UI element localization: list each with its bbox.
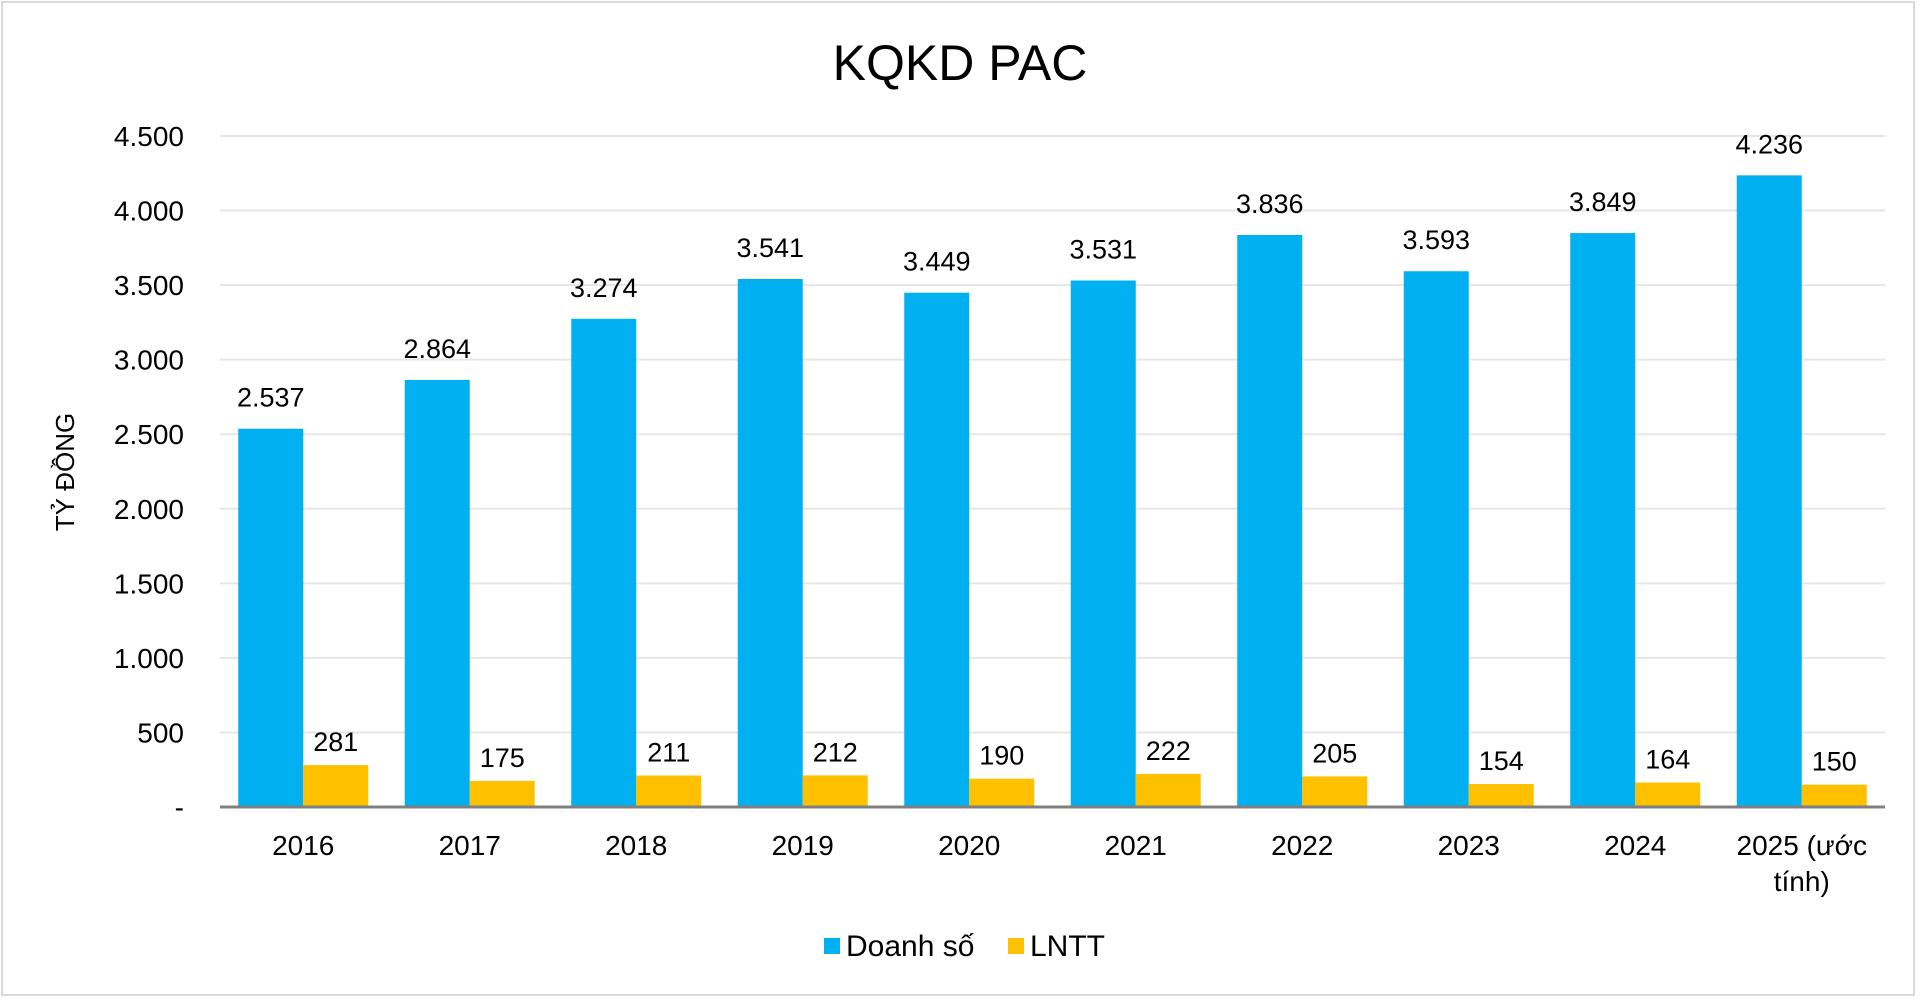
y-axis-label: TỶ ĐỒNG xyxy=(50,413,80,531)
x-tick-label: 2022 xyxy=(1271,830,1333,861)
data-label-doanh-so: 3.836 xyxy=(1236,189,1304,219)
bar-doanh-so xyxy=(1736,175,1802,807)
x-tick-label: 2020 xyxy=(938,830,1000,861)
data-label-doanh-so: 3.531 xyxy=(1069,234,1137,264)
data-label-doanh-so: 2.864 xyxy=(403,334,471,364)
bar-lntt xyxy=(1801,784,1867,807)
chart-title: KQKD PAC xyxy=(833,35,1088,91)
bar-doanh-so xyxy=(238,428,304,807)
y-tick-label: 1.000 xyxy=(114,643,184,674)
data-label-doanh-so: 4.236 xyxy=(1735,129,1803,159)
bar-lntt xyxy=(1135,773,1201,807)
bar-doanh-so xyxy=(404,379,470,807)
data-label-lntt: 164 xyxy=(1645,745,1690,775)
data-label-lntt: 222 xyxy=(1146,736,1191,766)
data-label-doanh-so: 3.541 xyxy=(736,233,804,263)
bar-lntt xyxy=(303,765,369,807)
bar-lntt xyxy=(1302,776,1368,807)
data-label-lntt: 190 xyxy=(979,741,1024,771)
y-tick-label: 2.500 xyxy=(114,419,184,450)
legend-lntt-label: LNTT xyxy=(1030,930,1105,963)
data-label-doanh-so: 3.449 xyxy=(903,247,971,277)
x-tick-label: 2017 xyxy=(439,830,501,861)
y-tick-label: 4.500 xyxy=(114,121,184,152)
y-tick-label: 500 xyxy=(137,717,184,748)
legend-doanh-so: Doanh số xyxy=(824,930,975,963)
data-labels: 2.537 281 2.864 175 3.274 211 3.541 212 3.449 190… xyxy=(237,129,1857,776)
data-label-lntt: 212 xyxy=(813,737,858,767)
data-label-lntt: 281 xyxy=(313,727,358,757)
legend-doanh-so-swatch xyxy=(824,938,840,954)
y-tick-label: 1.500 xyxy=(114,568,184,599)
bar-lntt xyxy=(469,780,535,807)
x-tick-label: 2023 xyxy=(1438,830,1500,861)
legend: Doanh số LNTT xyxy=(824,930,1105,963)
bar-doanh-so xyxy=(737,278,803,807)
bar-lntt xyxy=(636,775,702,807)
bar-lntt xyxy=(1468,784,1534,807)
bar-doanh-so xyxy=(1070,280,1136,808)
axes: - 500 1.000 1.500 2.000 2.500 3.000 3.500 4.000 4… xyxy=(114,121,1885,897)
data-label-doanh-so: 3.593 xyxy=(1402,225,1470,255)
y-tick-label: 3.500 xyxy=(114,270,184,301)
x-tick-label: 2021 xyxy=(1105,830,1167,861)
x-tick-label: 2024 xyxy=(1604,830,1666,861)
x-tick-label: 2016 xyxy=(272,830,334,861)
bar-doanh-so xyxy=(1570,233,1636,807)
y-tick-label: 4.000 xyxy=(114,196,184,227)
data-label-doanh-so: 2.537 xyxy=(237,383,305,413)
legend-lntt-swatch xyxy=(1008,938,1024,954)
data-label-doanh-so: 3.849 xyxy=(1569,187,1637,217)
y-tick-label: 2.000 xyxy=(114,494,184,525)
legend-lntt: LNTT xyxy=(1008,930,1105,963)
bars xyxy=(238,175,1867,808)
data-label-lntt: 211 xyxy=(647,738,690,768)
bar-doanh-so xyxy=(1403,271,1469,807)
legend-doanh-so-label: Doanh số xyxy=(846,930,975,963)
x-tick-label: 2025 (ước tính) xyxy=(1737,830,1868,897)
data-label-lntt: 150 xyxy=(1812,747,1857,777)
x-tick-label: 2018 xyxy=(605,830,667,861)
data-label-lntt: 154 xyxy=(1479,746,1524,776)
data-label-lntt: 175 xyxy=(480,743,525,773)
x-tick-label: 2019 xyxy=(772,830,834,861)
bar-lntt xyxy=(969,778,1035,807)
data-label-doanh-so: 3.274 xyxy=(570,273,638,303)
y-tick-label: - xyxy=(175,792,184,823)
data-label-lntt: 205 xyxy=(1312,738,1357,768)
bar-doanh-so xyxy=(571,318,637,807)
y-tick-label: 3.000 xyxy=(114,345,184,376)
bar-lntt xyxy=(802,775,868,807)
bar-doanh-so xyxy=(1237,235,1303,808)
bar-lntt xyxy=(1635,782,1701,807)
bar-doanh-so xyxy=(904,292,970,807)
